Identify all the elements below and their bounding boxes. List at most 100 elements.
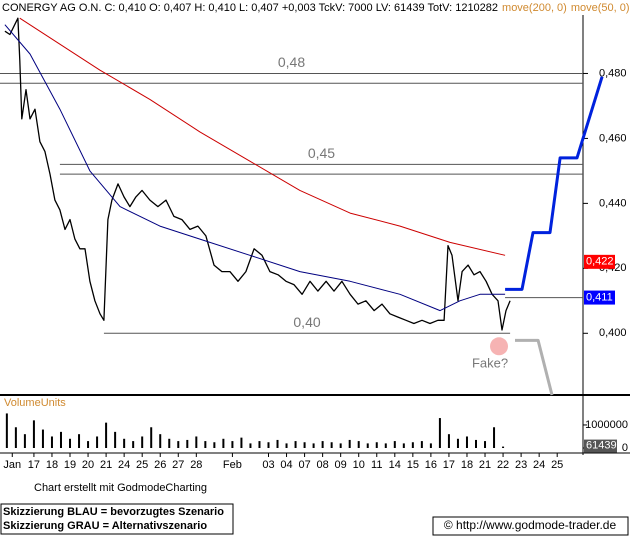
x-tick-label: 09 bbox=[335, 459, 347, 471]
volume-bar bbox=[303, 442, 306, 448]
volume-bar bbox=[69, 438, 72, 448]
y-tick-label: 0,460 bbox=[599, 132, 627, 144]
x-tick-label: 08 bbox=[317, 459, 329, 471]
scenario-label: Skizzierung BLAU = bevorzugtes Szenario bbox=[3, 506, 224, 518]
price-line bbox=[4, 17, 511, 331]
volume-bar bbox=[484, 441, 487, 448]
x-tick-label: 21 bbox=[100, 459, 112, 471]
x-tick-label: 26 bbox=[154, 459, 166, 471]
x-tick-label: 19 bbox=[64, 459, 76, 471]
volume-bar bbox=[330, 442, 333, 448]
x-tick-label: 25 bbox=[136, 459, 148, 471]
x-tick-label: 24 bbox=[118, 459, 130, 471]
volume-bar bbox=[213, 442, 216, 448]
price-marker bbox=[584, 254, 615, 269]
volume-bar bbox=[456, 438, 459, 448]
level-label: 0,45 bbox=[308, 145, 335, 161]
volume-bar bbox=[258, 441, 261, 448]
volume-bar bbox=[267, 442, 270, 448]
volume-bar bbox=[474, 439, 477, 448]
volume-bar bbox=[5, 413, 8, 448]
x-tick-label: 28 bbox=[190, 459, 202, 471]
volume-bar bbox=[41, 429, 44, 448]
volume-bar bbox=[96, 436, 99, 448]
volume-bar bbox=[123, 438, 126, 448]
moving-average bbox=[19, 17, 506, 256]
volume-bar bbox=[420, 441, 423, 448]
level-label: 0,40 bbox=[293, 314, 320, 330]
x-tick-label: 10 bbox=[353, 459, 365, 471]
moving-average bbox=[4, 24, 506, 312]
volume-label: VolumeUnits bbox=[4, 397, 66, 409]
scenario-line bbox=[515, 338, 554, 396]
volume-bar bbox=[114, 431, 117, 448]
volume-bar bbox=[186, 439, 189, 448]
footer: Chart erstellt mit GodmodeCharting bbox=[34, 482, 207, 494]
volume-bar bbox=[438, 418, 441, 448]
x-tick-label: 17 bbox=[443, 459, 455, 471]
chart-title: CONERGY AG O.N. C: 0,410 O: 0,407 H: 0,4… bbox=[2, 2, 630, 14]
x-tick-label: 03 bbox=[262, 459, 274, 471]
volume-bar bbox=[294, 441, 297, 448]
volume-bar bbox=[78, 434, 81, 448]
volume-bar bbox=[14, 427, 17, 448]
x-tick-label: Feb bbox=[223, 459, 242, 471]
x-tick-label: 25 bbox=[551, 459, 563, 471]
volume-bar bbox=[195, 436, 198, 448]
volume-bar bbox=[141, 436, 144, 448]
x-tick-label: 21 bbox=[479, 459, 491, 471]
copyright-box bbox=[432, 516, 629, 536]
x-tick-label: 14 bbox=[389, 459, 401, 471]
volume-bar bbox=[357, 441, 360, 448]
x-tick-label: 07 bbox=[298, 459, 310, 471]
volume-bar bbox=[348, 439, 351, 448]
volume-bar bbox=[429, 443, 432, 448]
volume-bar bbox=[502, 446, 505, 448]
volume-bar bbox=[87, 441, 90, 448]
scenario-box bbox=[0, 503, 234, 535]
x-tick-label: 17 bbox=[28, 459, 40, 471]
x-tick-label: 04 bbox=[280, 459, 292, 471]
annotation: Fake? bbox=[472, 356, 508, 371]
volume-tick-label: 0 bbox=[622, 442, 628, 454]
scenario-line bbox=[505, 76, 604, 291]
volume-bar bbox=[285, 443, 288, 448]
volume-bar bbox=[249, 443, 252, 448]
volume-bar bbox=[366, 443, 369, 448]
y-tick-label: 0,440 bbox=[599, 197, 627, 209]
volume-bar bbox=[465, 436, 468, 448]
volume-bar bbox=[177, 441, 180, 448]
price-marker-label: 0,411 bbox=[586, 291, 613, 303]
x-tick-label: 16 bbox=[425, 459, 437, 471]
x-tick-label: 27 bbox=[172, 459, 184, 471]
volume-bar bbox=[231, 441, 234, 448]
y-tick-label: 0,480 bbox=[599, 67, 627, 79]
volume-marker-label: 61439 bbox=[586, 439, 617, 451]
volume-bar bbox=[23, 434, 26, 448]
level-label: 0,48 bbox=[278, 54, 305, 70]
volume-bar bbox=[50, 436, 53, 448]
x-tick-label: 23 bbox=[515, 459, 527, 471]
volume-bar bbox=[105, 422, 108, 448]
price-marker bbox=[584, 290, 615, 305]
volume-tick-label: 1000000 bbox=[585, 419, 628, 431]
volume-bar bbox=[375, 442, 378, 448]
y-tick-label: 0,400 bbox=[599, 327, 627, 339]
volume-bar bbox=[222, 438, 225, 448]
x-tick-label: 18 bbox=[461, 459, 473, 471]
volume-bar bbox=[276, 439, 279, 448]
x-tick-label: 11 bbox=[371, 459, 382, 471]
volume-bar bbox=[493, 427, 496, 448]
legend-entry: move(200, 0) bbox=[502, 2, 567, 14]
volume-bar bbox=[59, 431, 62, 448]
volume-marker bbox=[584, 439, 617, 453]
x-tick-label: 24 bbox=[533, 459, 545, 471]
title: CONERGY AG O.N. C: 0,410 O: 0,407 H: 0,4… bbox=[2, 2, 498, 14]
volume-bar bbox=[384, 443, 387, 448]
x-tick-label: 18 bbox=[46, 459, 58, 471]
volume-bar bbox=[159, 434, 162, 448]
scenario-label: Skizzierung GRAU = Alternativszenario bbox=[3, 520, 207, 532]
volume-bar bbox=[411, 442, 414, 448]
volume-bar bbox=[150, 427, 153, 448]
